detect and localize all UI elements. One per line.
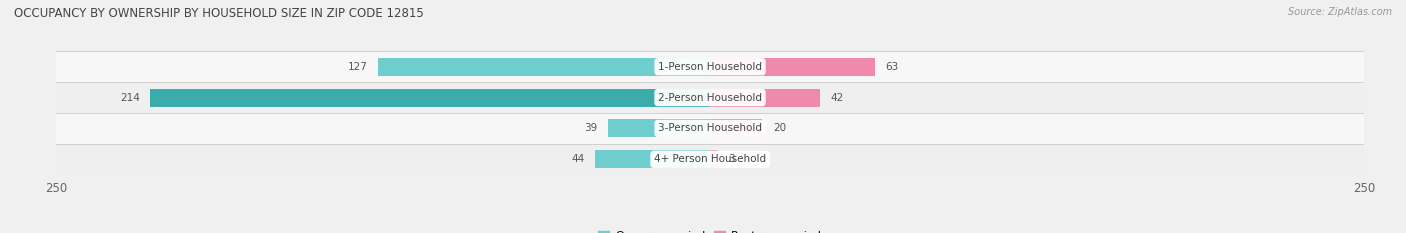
Text: 3-Person Household: 3-Person Household	[658, 123, 762, 134]
Bar	[56, 82, 1364, 113]
Text: 2-Person Household: 2-Person Household	[658, 93, 762, 103]
Legend: Owner-occupied, Renter-occupied: Owner-occupied, Renter-occupied	[593, 226, 827, 233]
Bar	[56, 144, 1364, 175]
Text: Source: ZipAtlas.com: Source: ZipAtlas.com	[1288, 7, 1392, 17]
Text: 42: 42	[831, 93, 844, 103]
Text: 20: 20	[773, 123, 786, 134]
Text: 44: 44	[571, 154, 585, 164]
Text: 127: 127	[347, 62, 367, 72]
Text: 4+ Person Household: 4+ Person Household	[654, 154, 766, 164]
Bar	[378, 58, 710, 76]
Bar	[150, 89, 710, 106]
Text: OCCUPANCY BY OWNERSHIP BY HOUSEHOLD SIZE IN ZIP CODE 12815: OCCUPANCY BY OWNERSHIP BY HOUSEHOLD SIZE…	[14, 7, 423, 20]
Text: 3: 3	[728, 154, 735, 164]
Text: 214: 214	[120, 93, 141, 103]
Bar	[710, 150, 718, 168]
Bar	[710, 89, 820, 106]
Bar	[710, 120, 762, 137]
Text: 39: 39	[585, 123, 598, 134]
Text: 63: 63	[886, 62, 898, 72]
Bar	[710, 58, 875, 76]
Bar	[56, 113, 1364, 144]
Text: 1-Person Household: 1-Person Household	[658, 62, 762, 72]
Bar	[56, 51, 1364, 82]
Bar	[595, 150, 710, 168]
Bar	[607, 120, 710, 137]
